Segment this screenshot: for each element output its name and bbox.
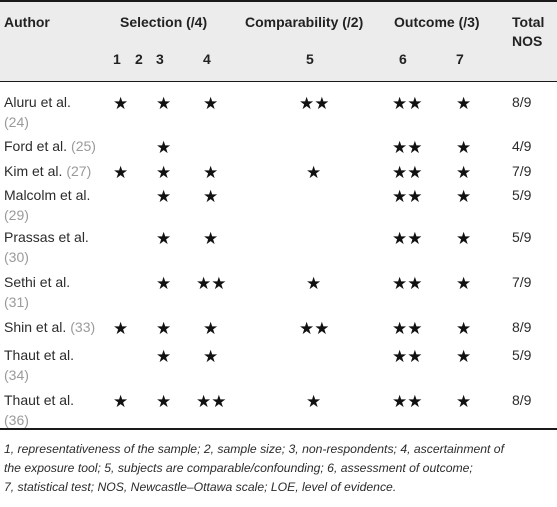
- rating-star-item-1: ★: [113, 163, 129, 182]
- rating-star-item-6: ★★: [392, 347, 423, 366]
- rating-star-item-3: ★: [156, 138, 172, 157]
- author-name: Malcolm et al.: [4, 187, 91, 203]
- header-rule: [0, 81, 557, 82]
- total-nos-score: 5/9: [512, 347, 532, 363]
- total-nos-score: 5/9: [512, 187, 532, 203]
- header-outcome: Outcome (/3): [394, 14, 480, 30]
- rating-star-item-6: ★★: [392, 187, 423, 206]
- rating-star-item-3: ★: [156, 229, 172, 248]
- header-total-line1: Total: [512, 14, 545, 30]
- rating-star-item-7: ★: [456, 229, 472, 248]
- rating-star-item-7: ★: [456, 347, 472, 366]
- rating-star-item-7: ★: [456, 94, 472, 113]
- header-selection: Selection (/4): [120, 14, 208, 30]
- rating-star-item-7: ★: [456, 138, 472, 157]
- rating-star-item-1: ★: [113, 319, 129, 338]
- author-name: Thaut et al.: [4, 392, 75, 408]
- author-reference: (34): [4, 367, 29, 383]
- subheader-5: 5: [306, 51, 314, 67]
- author-reference: (27): [66, 163, 92, 179]
- rating-star-item-1: ★: [113, 94, 129, 113]
- footnote-line-3: 7, statistical test; NOS, Newcastle–Otta…: [4, 480, 397, 494]
- author-reference: (29): [4, 207, 29, 223]
- rating-star-item-6: ★★: [392, 163, 423, 182]
- rating-star-item-6: ★★: [392, 138, 423, 157]
- total-nos-score: 8/9: [512, 392, 532, 408]
- rating-star-item-3: ★: [156, 163, 172, 182]
- total-nos-score: 7/9: [512, 274, 532, 290]
- rating-star-item-5: ★: [306, 274, 322, 293]
- subheader-7: 7: [456, 51, 464, 67]
- author-reference: (24): [4, 114, 29, 130]
- rating-star-item-6: ★★: [392, 94, 423, 113]
- author-name: Sethi et al.: [4, 274, 71, 290]
- subheader-3: 3: [156, 51, 164, 67]
- author-name: Aluru et al.: [4, 94, 71, 110]
- total-nos-score: 7/9: [512, 163, 532, 179]
- author-name: Ford et al.: [4, 138, 68, 154]
- total-nos-score: 8/9: [512, 94, 532, 110]
- header-comparability: Comparability (/2): [245, 14, 364, 30]
- subheader-1: 1: [113, 51, 121, 67]
- rating-star-item-3: ★: [156, 347, 172, 366]
- rating-star-item-7: ★: [456, 163, 472, 182]
- author-name: Prassas et al.: [4, 229, 89, 245]
- header-total-line2: NOS: [512, 33, 543, 49]
- author-reference: (25): [71, 138, 96, 154]
- rating-star-item-5: ★★: [299, 319, 330, 338]
- author-name: Kim et al.: [4, 163, 63, 179]
- rating-star-item-7: ★: [456, 392, 472, 411]
- author-name: Thaut et al.: [4, 347, 75, 363]
- author-name: Shin et al.: [4, 319, 67, 335]
- rating-star-item-3: ★: [156, 274, 172, 293]
- rating-star-item-6: ★★: [392, 319, 423, 338]
- rating-star-item-4: ★: [203, 187, 219, 206]
- rating-star-item-3: ★: [156, 319, 172, 338]
- total-nos-score: 5/9: [512, 229, 532, 245]
- author-reference: (36): [4, 412, 29, 428]
- rating-star-item-1: ★: [113, 392, 129, 411]
- rating-star-item-3: ★: [156, 94, 172, 113]
- rating-star-item-4: ★★: [196, 392, 227, 411]
- total-nos-score: 4/9: [512, 138, 532, 154]
- rating-star-item-4: ★★: [196, 274, 227, 293]
- rating-star-item-4: ★: [203, 163, 219, 182]
- total-nos-score: 8/9: [512, 319, 532, 335]
- rating-star-item-3: ★: [156, 187, 172, 206]
- rating-star-item-4: ★: [203, 347, 219, 366]
- subheader-6: 6: [399, 51, 407, 67]
- author-reference: (33): [70, 319, 96, 335]
- author-reference: (31): [4, 294, 29, 310]
- footnote-line-2: the exposure tool; 5, subjects are compa…: [4, 461, 473, 475]
- rating-star-item-6: ★★: [392, 274, 423, 293]
- bottom-rule: [0, 428, 557, 430]
- rating-star-item-6: ★★: [392, 229, 423, 248]
- rating-star-item-4: ★: [203, 94, 219, 113]
- top-rule: [0, 0, 557, 2]
- rating-star-item-5: ★: [306, 392, 322, 411]
- rating-star-item-7: ★: [456, 274, 472, 293]
- subheader-4: 4: [203, 51, 211, 67]
- table-header-background: [0, 0, 557, 81]
- rating-star-item-5: ★★: [299, 94, 330, 113]
- rating-star-item-6: ★★: [392, 392, 423, 411]
- rating-star-item-7: ★: [456, 187, 472, 206]
- author-reference: (30): [4, 249, 29, 265]
- rating-star-item-7: ★: [456, 319, 472, 338]
- rating-star-item-4: ★: [203, 229, 219, 248]
- footnote-line-1: 1, representativeness of the sample; 2, …: [4, 442, 504, 456]
- rating-star-item-3: ★: [156, 392, 172, 411]
- header-author: Author: [4, 14, 50, 30]
- rating-star-item-5: ★: [306, 163, 322, 182]
- subheader-2: 2: [135, 51, 143, 67]
- rating-star-item-4: ★: [203, 319, 219, 338]
